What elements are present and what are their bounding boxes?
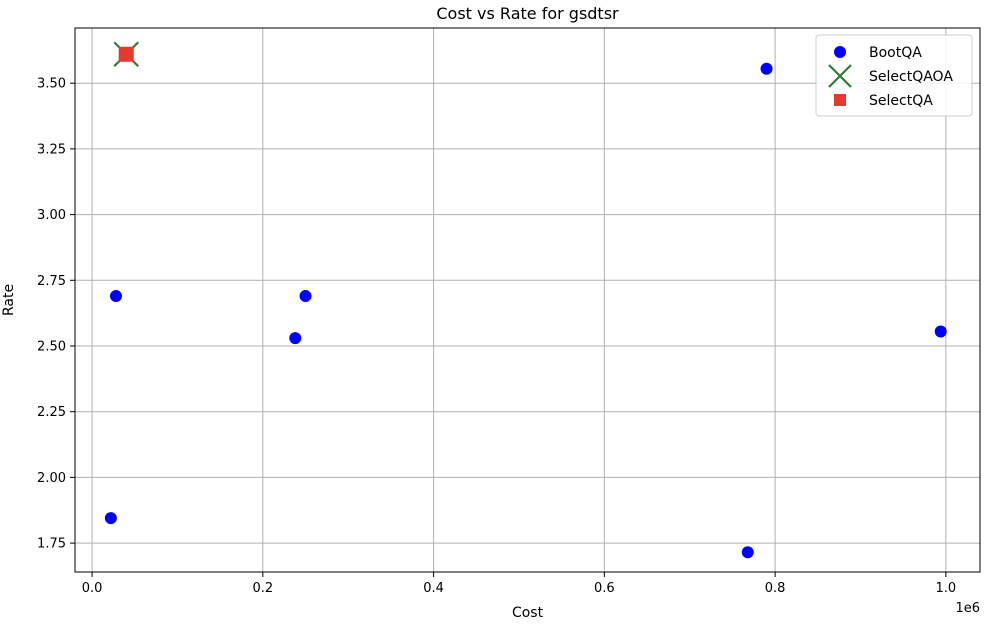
y-tick-label: 1.75 (37, 537, 66, 552)
x-tick-label: 0.6 (594, 581, 615, 596)
y-axis-ticks: 1.75 2.00 2.25 2.50 2.75 3.00 3.25 3.50 (37, 77, 75, 552)
legend-selectqa-marker (834, 94, 846, 106)
x-axis-ticks: 0.0 0.2 0.4 0.6 0.8 1.0 (82, 572, 956, 596)
plot-frame (74, 27, 981, 573)
bootqa-point (934, 325, 947, 338)
x-tick-label: 0.4 (423, 581, 444, 596)
x-tick-label: 0.8 (765, 581, 786, 596)
bootqa-point (104, 512, 117, 525)
selectqa-point (118, 46, 134, 62)
x-axis-label: Cost (512, 605, 544, 621)
legend-box (815, 34, 973, 117)
x-tick-label: 0.0 (82, 581, 103, 596)
y-tick-label: 3.50 (37, 77, 66, 92)
bootqa-point (109, 290, 122, 303)
legend-selectqaoa-marker-stroke (828, 64, 852, 88)
y-tick-label: 2.25 (37, 405, 66, 420)
legend-selectqa-label: SelectQA (869, 93, 933, 109)
bootqa-point (299, 290, 312, 303)
y-tick-label: 3.00 (37, 208, 66, 223)
legend-selectqaoa-marker (828, 64, 852, 88)
chart-title: Cost vs Rate for gsdtsr (436, 4, 619, 23)
y-axis-label: Rate (1, 284, 17, 316)
x-tick-label: 1.0 (936, 581, 957, 596)
bootqa-point (760, 62, 773, 75)
legend-selectqaoa-label: SelectQAOA (869, 69, 953, 85)
legend: BootQA SelectQAOA SelectQA (815, 34, 973, 117)
x-axis-offset-label: 1e6 (955, 601, 980, 616)
x-tick-label: 0.2 (252, 581, 273, 596)
y-tick-label: 2.00 (37, 471, 66, 486)
data-points (104, 41, 947, 559)
bootqa-point (741, 546, 754, 559)
bootqa-point (289, 332, 302, 345)
y-tick-label: 2.75 (37, 274, 66, 289)
legend-bootqa-label: BootQA (869, 45, 922, 61)
legend-bootqa-marker (834, 46, 846, 58)
y-tick-label: 3.25 (37, 142, 66, 157)
y-tick-label: 2.50 (37, 339, 66, 354)
